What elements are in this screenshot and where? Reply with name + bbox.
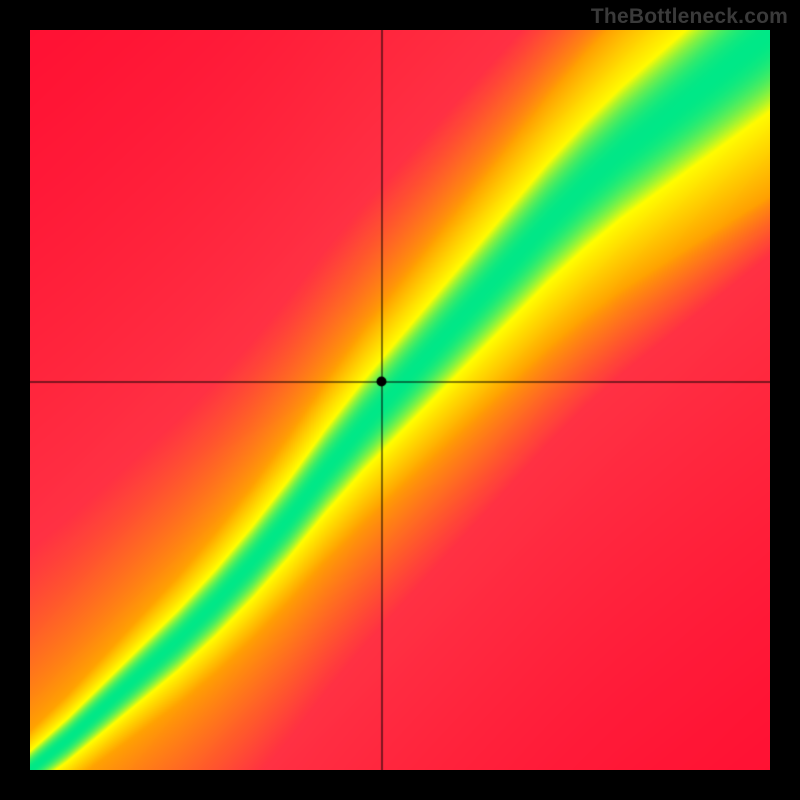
watermark-text: TheBottleneck.com: [591, 5, 788, 29]
bottleneck-heatmap: [30, 30, 770, 770]
chart-container: TheBottleneck.com: [0, 0, 800, 800]
